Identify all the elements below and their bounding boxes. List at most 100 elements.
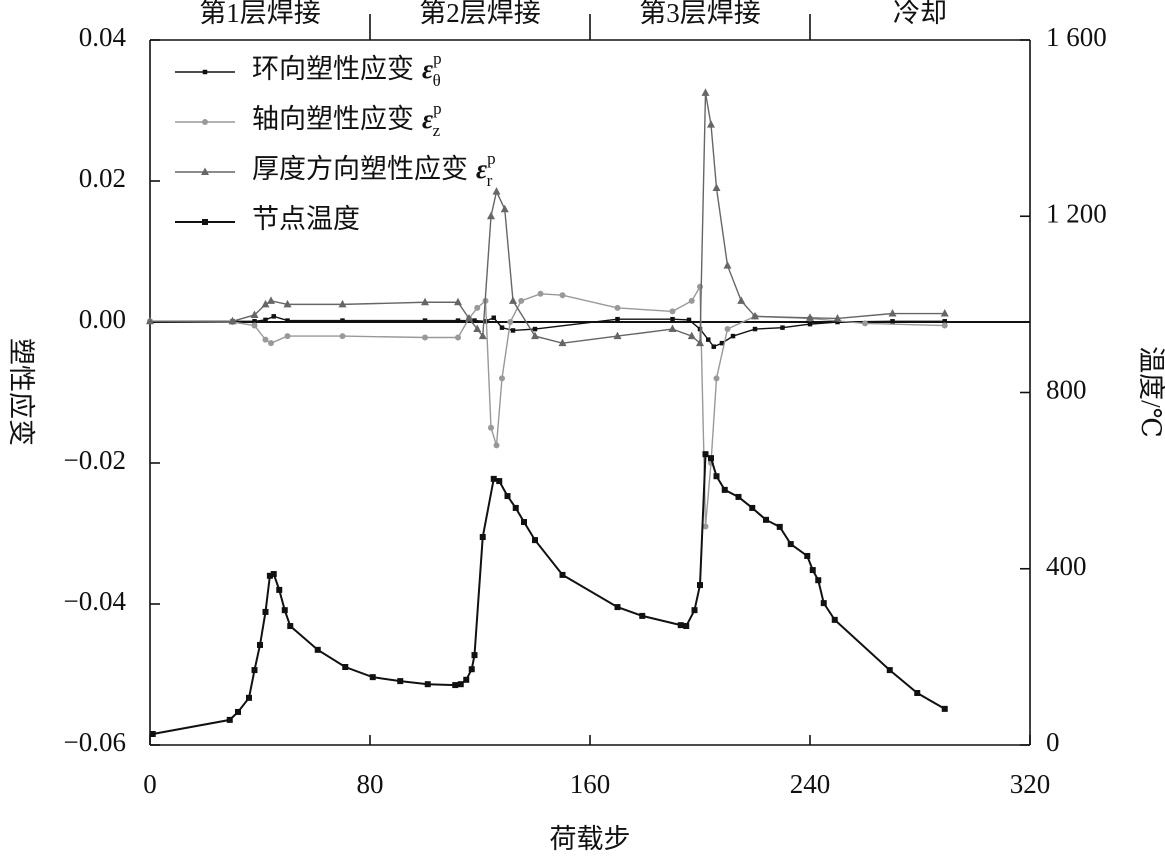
point <box>490 475 497 482</box>
point <box>780 325 785 330</box>
point <box>251 667 258 674</box>
point <box>283 299 292 308</box>
point <box>474 304 481 311</box>
point <box>287 623 294 630</box>
point <box>806 313 814 321</box>
legend-symbol: ε <box>476 154 487 184</box>
y-tick-label: −0.02 <box>64 445 126 475</box>
series-line <box>150 92 945 345</box>
point <box>507 319 514 325</box>
point <box>614 304 621 311</box>
point <box>468 666 475 673</box>
point <box>338 299 347 308</box>
point <box>473 324 482 333</box>
point <box>235 708 241 715</box>
point <box>422 318 428 323</box>
legend-marker <box>202 119 208 125</box>
point <box>493 442 500 449</box>
y2-tick-label: 1 600 <box>1046 22 1107 52</box>
legend-name: 环向塑性应变 <box>252 54 414 84</box>
point <box>268 340 274 347</box>
point <box>284 333 291 340</box>
y2-tick-label: 800 <box>1046 375 1087 405</box>
legend-symbol-sup: p <box>487 149 496 168</box>
point <box>890 319 895 324</box>
point <box>487 211 495 220</box>
point <box>424 681 431 688</box>
point <box>455 318 461 323</box>
point <box>532 326 538 332</box>
point <box>914 690 921 697</box>
point <box>831 616 838 623</box>
point <box>510 328 516 333</box>
point <box>478 331 487 340</box>
legend-label: 节点温度 <box>252 204 360 234</box>
point <box>521 519 527 526</box>
legend-symbol-sub: θ <box>433 71 441 90</box>
point <box>721 486 728 493</box>
y-tick-label: −0.04 <box>64 586 127 616</box>
y-tick-label: −0.06 <box>64 727 126 757</box>
point <box>499 325 505 330</box>
y2-tick-label: 0 <box>1046 727 1060 757</box>
point <box>226 716 233 723</box>
legend-marker <box>202 69 208 75</box>
point <box>512 504 519 511</box>
point <box>492 187 501 195</box>
point <box>669 308 676 315</box>
point <box>888 309 897 317</box>
y2-tick-label: 400 <box>1046 551 1087 581</box>
point <box>465 313 473 322</box>
point <box>251 322 258 329</box>
point <box>276 586 283 593</box>
y2-tick-label: 1 200 <box>1046 198 1107 228</box>
point <box>787 541 794 548</box>
point <box>532 537 538 544</box>
point <box>281 607 288 614</box>
point <box>504 493 511 500</box>
point <box>488 424 494 431</box>
point <box>267 296 275 304</box>
phase-label: 第3层焊接 <box>639 0 761 28</box>
point <box>472 318 477 323</box>
point <box>687 331 696 340</box>
point <box>270 571 277 578</box>
point <box>701 88 710 96</box>
point <box>463 676 470 683</box>
point <box>835 319 840 325</box>
point <box>683 623 690 630</box>
point <box>422 334 428 341</box>
y-tick-label: 0.04 <box>79 22 127 52</box>
point <box>820 600 827 607</box>
point <box>491 315 496 321</box>
point <box>339 333 346 340</box>
legend-symbol: ε <box>422 104 433 134</box>
point <box>686 317 692 323</box>
point <box>749 504 756 511</box>
point <box>735 493 742 500</box>
point <box>509 296 517 304</box>
point <box>737 296 746 304</box>
y-axis-label: 塑性应变 <box>6 338 36 446</box>
point <box>266 572 273 579</box>
point <box>724 326 731 333</box>
point <box>457 681 464 688</box>
point <box>833 313 842 322</box>
point <box>941 705 948 712</box>
point <box>262 336 269 343</box>
point <box>421 297 429 306</box>
point <box>708 455 714 462</box>
point <box>262 608 269 615</box>
y2-axis-label: 温度/℃ <box>1136 346 1165 438</box>
point <box>483 319 488 324</box>
point <box>763 516 769 523</box>
point <box>479 534 486 541</box>
point <box>807 321 813 327</box>
point <box>697 582 703 589</box>
point <box>271 314 276 319</box>
legend-name: 轴向塑性应变 <box>252 104 414 134</box>
phase-label: 冷却 <box>893 0 947 28</box>
point <box>246 694 252 701</box>
point <box>261 299 270 308</box>
point <box>252 319 257 324</box>
